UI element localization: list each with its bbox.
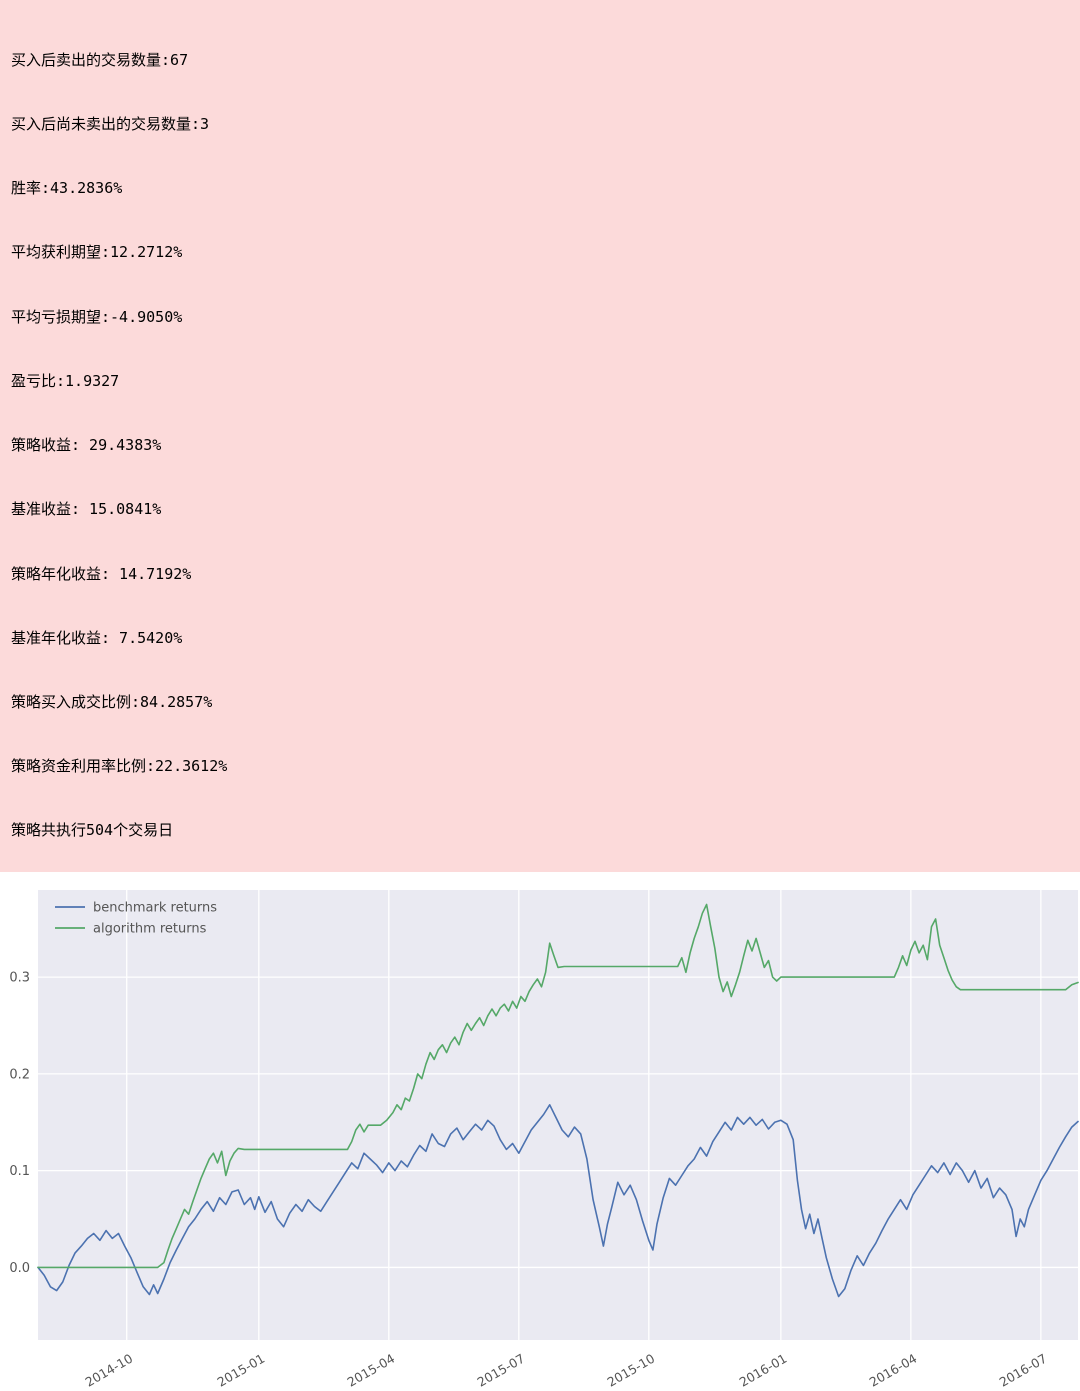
stat-line-strategy-return: 策略收益: 29.4383% [11, 436, 162, 455]
stat-line-trading-days: 策略共执行504个交易日 [11, 821, 174, 840]
stat-line-win-rate: 胜率:43.2836% [11, 179, 123, 198]
stat-line-strategy-annual-return: 策略年化收益: 14.7192% [11, 564, 192, 583]
y-tick-label: 0.3 [9, 971, 30, 986]
y-tick-label: 0.0 [9, 1261, 30, 1276]
legend-label-benchmark: benchmark returns [93, 901, 217, 916]
x-tick-label: 2015-10 [605, 1351, 658, 1387]
stat-line-avg-loss: 平均亏损期望:-4.9050% [11, 307, 183, 326]
x-tick-label: 2015-01 [215, 1351, 268, 1387]
stat-line-capital-utilization: 策略资金利用率比例:22.3612% [11, 757, 228, 776]
x-tick-label: 2015-07 [475, 1351, 528, 1387]
stat-line-trades-sold: 买入后卖出的交易数量:67 [11, 50, 189, 69]
legend-label-algorithm: algorithm returns [93, 922, 207, 937]
stat-line-trades-open: 买入后尚未卖出的交易数量:3 [11, 115, 210, 134]
x-tick-label: 2016-07 [997, 1351, 1050, 1387]
x-tick-label: 2016-01 [737, 1351, 790, 1387]
plot-background [38, 890, 1078, 1341]
y-tick-label: 0.2 [9, 1068, 30, 1083]
stat-line-buy-fill-ratio: 策略买入成交比例:84.2857% [11, 693, 213, 711]
x-tick-label: 2015-04 [345, 1351, 398, 1387]
x-tick-label: 2014-10 [82, 1351, 135, 1387]
x-tick-label: 2016-04 [867, 1351, 920, 1387]
stat-line-profit-loss-ratio: 盈亏比:1.9327 [11, 371, 120, 390]
stat-line-benchmark-annual-return: 基准年化收益: 7.5420% [11, 628, 183, 647]
stats-panel: 买入后卖出的交易数量:67 买入后尚未卖出的交易数量:3 胜率:43.2836%… [0, 0, 1080, 873]
stat-line-benchmark-return: 基准收益: 15.0841% [11, 500, 162, 519]
returns-chart: 0.0 0.1 0.2 0.3 2014-10 2015-01 2015-04 2015-07… [9, 890, 1079, 1390]
stat-line-avg-profit: 平均获利期望:12.2712% [11, 243, 183, 262]
y-tick-label: 0.1 [9, 1164, 30, 1179]
returns-chart-figure: 0.0 0.1 0.2 0.3 2014-10 2015-01 2015-04 2015-07… [0, 872, 1080, 1390]
